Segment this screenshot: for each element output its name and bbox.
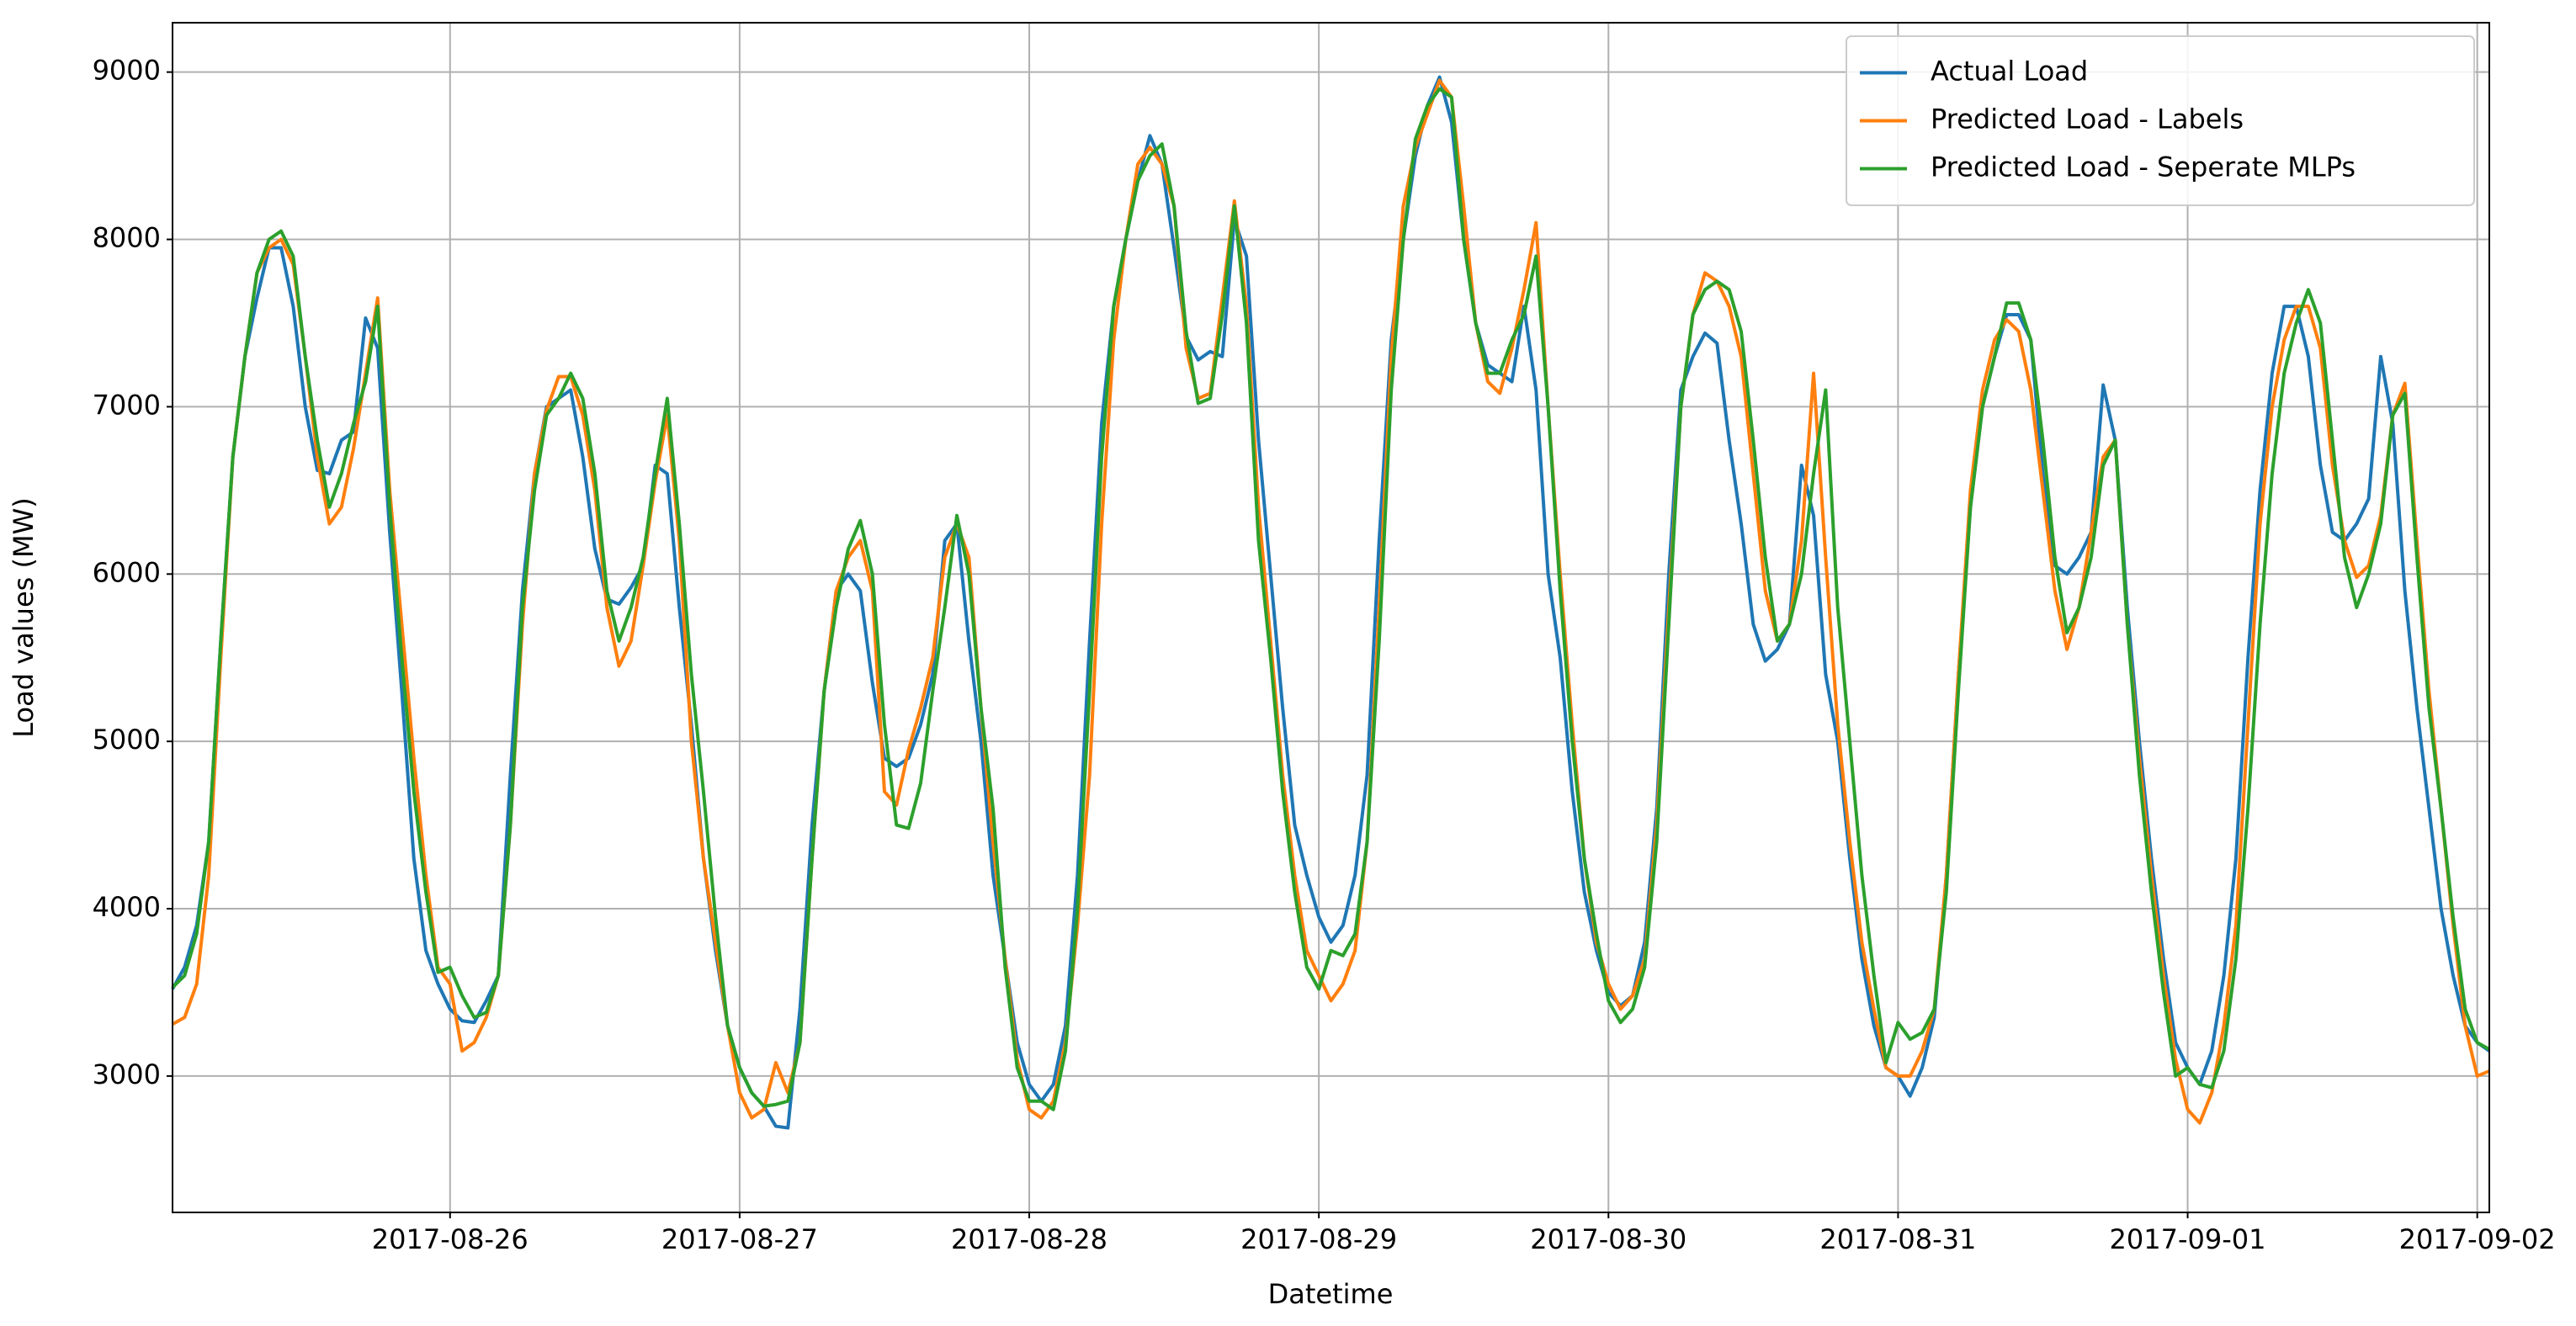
- x-tick-label: 2017-09-01: [2110, 1223, 2266, 1255]
- y-axis-label: Load values (MW): [8, 497, 40, 737]
- x-tick-label: 2017-09-02: [2399, 1223, 2556, 1255]
- lines: [171, 75, 2491, 1130]
- x-tick-label: 2017-08-28: [951, 1223, 1107, 1255]
- y-tick-label: 7000: [93, 389, 161, 421]
- legend-label: Predicted Load - Seperate MLPs: [1931, 151, 2356, 183]
- y-tick-label: 4000: [93, 891, 161, 923]
- x-tick-label: 2017-08-30: [1530, 1223, 1686, 1255]
- x-tick-label: 2017-08-31: [1819, 1223, 1976, 1255]
- axes-frame: [172, 22, 2490, 1213]
- grid: [173, 23, 2489, 1212]
- legend-label: Actual Load: [1931, 56, 2088, 88]
- y-tick-label: 5000: [93, 724, 161, 756]
- y-tick-label: 6000: [93, 556, 161, 588]
- x-axis-label: Datetime: [1268, 1278, 1394, 1310]
- legend-box: [1846, 35, 2475, 206]
- legend-label: Predicted Load - Labels: [1931, 103, 2244, 135]
- ticks: 3000 4000 5000 6000 7000 8000 9000 2017-08-26 20…: [93, 55, 2556, 1255]
- x-tick-label: 2017-08-27: [661, 1223, 818, 1255]
- y-tick-label: 3000: [93, 1058, 161, 1090]
- series-line: [171, 87, 2490, 1111]
- x-tick-label: 2017-08-29: [1240, 1223, 1397, 1255]
- y-tick-label: 9000: [93, 55, 161, 87]
- series-line: [172, 78, 2490, 1125]
- y-tick-label: 8000: [93, 222, 161, 254]
- x-tick-label: 2017-08-26: [372, 1223, 528, 1255]
- legend: Actual Load Predicted Load - Labels Predic…: [1846, 35, 2475, 206]
